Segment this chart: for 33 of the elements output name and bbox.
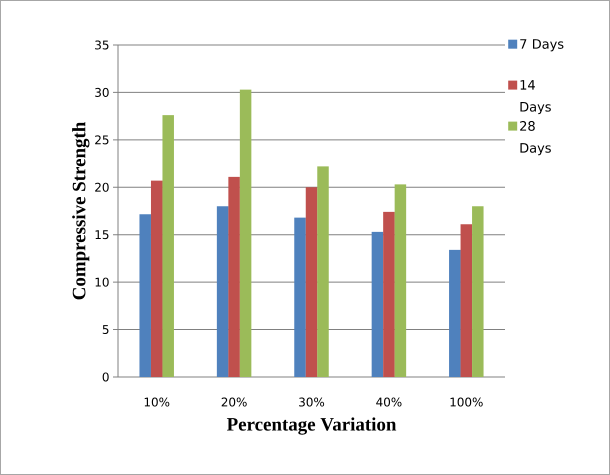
bar bbox=[460, 224, 472, 377]
bar bbox=[472, 206, 484, 377]
bar bbox=[162, 115, 174, 377]
legend-label: 28 Days bbox=[520, 121, 551, 156]
bar bbox=[394, 184, 406, 377]
x-tick-label: 100% bbox=[450, 398, 483, 407]
bar bbox=[150, 180, 162, 377]
bar bbox=[317, 166, 329, 377]
y-tick-label: 15 bbox=[96, 230, 108, 240]
bar bbox=[216, 206, 228, 377]
bar bbox=[240, 90, 252, 377]
y-axis-title: Compressive Strength bbox=[72, 122, 90, 300]
y-tick-label: 5 bbox=[102, 325, 108, 334]
bar bbox=[383, 212, 395, 377]
y-tick-label: 20 bbox=[95, 182, 109, 192]
legend-label: 7 Days bbox=[520, 39, 564, 52]
y-tick-label: 30 bbox=[95, 88, 109, 97]
x-axis-title: Percentage Variation bbox=[226, 417, 396, 435]
y-tick-label: 0 bbox=[102, 372, 109, 382]
bar bbox=[139, 214, 151, 377]
x-tick-label: 10% bbox=[144, 398, 170, 407]
bar bbox=[372, 232, 384, 377]
x-tick-label: 40% bbox=[376, 398, 402, 407]
legend-label: 14 Days bbox=[520, 80, 551, 114]
bar bbox=[228, 176, 240, 377]
bar bbox=[294, 218, 306, 377]
y-tick-label: 35 bbox=[95, 40, 108, 50]
bar bbox=[449, 250, 461, 377]
x-tick-label: 20% bbox=[222, 398, 247, 407]
bar bbox=[306, 187, 318, 377]
y-tick-label: 10 bbox=[96, 278, 109, 287]
x-tick-label: 30% bbox=[299, 398, 324, 407]
y-tick-label: 25 bbox=[95, 135, 108, 144]
